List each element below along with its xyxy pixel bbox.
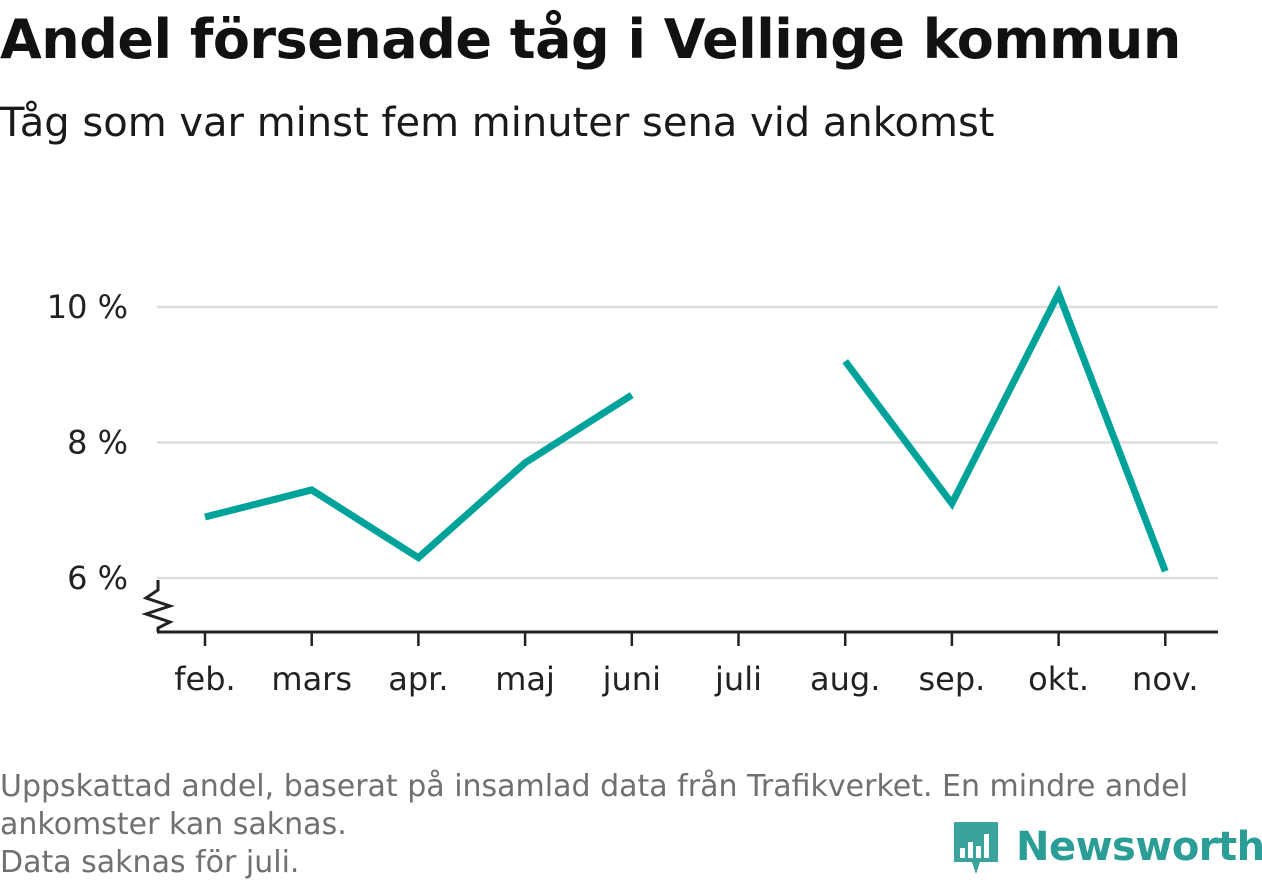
gridlines — [157, 305, 1218, 580]
x-tick-label: feb. — [174, 660, 235, 698]
chart-title: Andel försenade tåg i Vellinge kommun — [0, 8, 1181, 71]
series-line-segment — [842, 284, 1169, 573]
y-tick-label: 6 % — [67, 559, 128, 597]
x-tick-label: maj — [495, 660, 555, 698]
newsworthy-logo-icon — [954, 822, 998, 874]
series-lines — [204, 284, 1169, 573]
x-tick-label: nov. — [1132, 660, 1198, 698]
brand-name: Newsworthy — [1016, 824, 1262, 870]
footnote-line-2: ankomster kan saknas. — [0, 807, 347, 842]
x-tick-label: juli — [714, 660, 762, 698]
x-axis-ticks: feb. mars apr. maj juni juli aug. sep. okt. nov. — [174, 632, 1199, 698]
series-line-segment — [204, 392, 634, 563]
x-axis — [141, 580, 1218, 634]
x-tick-label: juni — [602, 660, 661, 698]
brand-logo: Newsworthy — [950, 818, 1262, 876]
y-tick-label: 8 % — [67, 424, 128, 462]
y-tick-label: 10 % — [47, 288, 128, 326]
footnote-line-3: Data saknas för juli. — [0, 845, 300, 880]
y-axis-ticks: 6 % 8 % 10 % — [47, 288, 128, 597]
footnote: Uppskattad andel, baserat på insamlad da… — [0, 768, 1250, 882]
x-tick-label: mars — [271, 660, 352, 698]
footnote-line-1: Uppskattad andel, baserat på insamlad da… — [0, 769, 1189, 804]
x-tick-label: sep. — [918, 660, 985, 698]
x-tick-label: apr. — [388, 660, 448, 698]
x-tick-label: aug. — [810, 660, 880, 698]
x-tick-label: okt. — [1028, 660, 1089, 698]
axis-break-icon — [141, 580, 175, 632]
chart-subtitle: Tåg som var minst fem minuter sena vid a… — [0, 100, 995, 146]
